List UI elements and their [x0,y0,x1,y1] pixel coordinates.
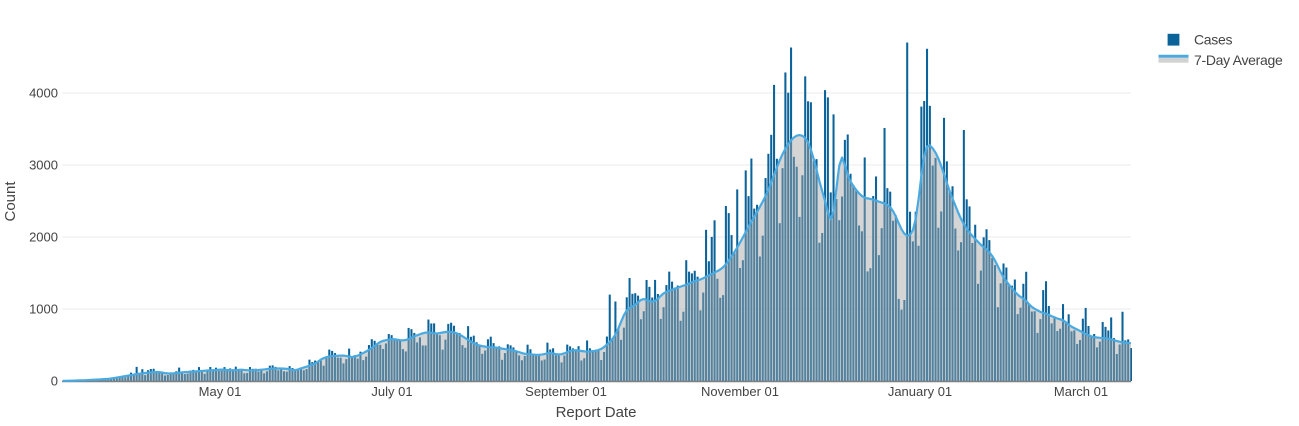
svg-text:2000: 2000 [29,230,58,245]
svg-text:0: 0 [51,374,58,389]
svg-text:March 01: March 01 [1054,384,1108,399]
svg-text:September 01: September 01 [525,384,607,399]
svg-text:July 01: July 01 [371,384,412,399]
svg-text:November 01: November 01 [701,384,779,399]
svg-text:1000: 1000 [29,302,58,317]
svg-text:January 01: January 01 [888,384,952,399]
svg-text:7-Day Average: 7-Day Average [1194,52,1283,68]
svg-text:3000: 3000 [29,158,58,173]
svg-text:May 01: May 01 [199,384,242,399]
svg-text:Cases: Cases [1194,32,1232,48]
svg-text:Report Date: Report Date [556,404,637,421]
svg-text:Count: Count [2,181,19,222]
svg-text:4000: 4000 [29,86,58,101]
